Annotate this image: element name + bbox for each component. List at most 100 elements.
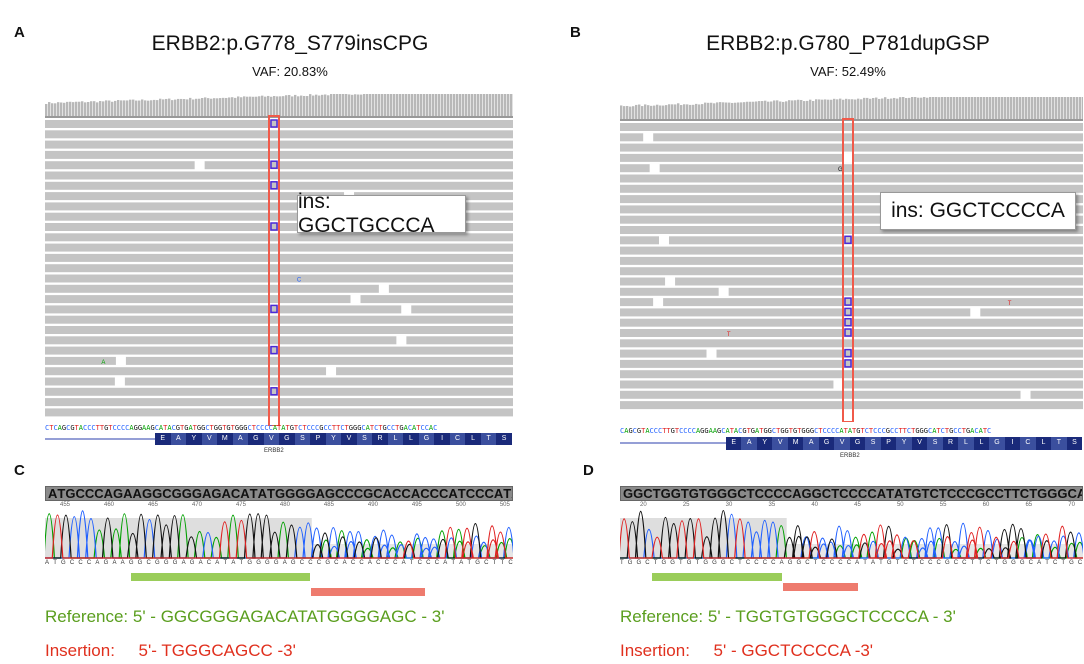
- read-row: [620, 348, 1083, 358]
- amino-acid: A: [170, 433, 187, 445]
- reference-base: G: [717, 486, 728, 501]
- trace-G: [45, 513, 513, 559]
- coverage-bar: [638, 104, 641, 119]
- coverage-bar: [111, 101, 114, 116]
- amino-acid: E: [160, 435, 166, 442]
- coverage-bar: [749, 101, 752, 119]
- base: A: [839, 427, 844, 435]
- gene-label-a: ERBB2: [264, 448, 284, 454]
- coverage-bar: [354, 94, 357, 116]
- coverage-bar: [983, 97, 986, 119]
- called-base: G: [103, 560, 109, 566]
- coverage-bar: [126, 100, 129, 116]
- base: C: [298, 424, 303, 432]
- coverage-bar: [986, 97, 989, 119]
- coverage-bar: [477, 94, 480, 116]
- reference-sequence-b: CAGCGTACCCTTGTCCCCAGGAAGCATACGTGATGGCTGG…: [620, 427, 1083, 435]
- amino-acid: S: [927, 437, 943, 450]
- base: G: [348, 424, 353, 432]
- base: T: [369, 424, 375, 432]
- reference-base: G: [191, 486, 202, 501]
- base: C: [830, 427, 836, 435]
- coverage-bar: [869, 98, 872, 119]
- coverage-bar: [345, 94, 348, 116]
- coverage-bar: [489, 94, 492, 116]
- base: T: [898, 427, 903, 435]
- read: [620, 195, 1083, 204]
- base: T: [776, 427, 781, 435]
- reference-base: C: [420, 486, 430, 501]
- called-base: C: [745, 560, 751, 566]
- position-tick: 60: [982, 502, 990, 508]
- reference-base: C: [773, 486, 783, 501]
- called-base: A: [282, 560, 287, 566]
- called-base: T: [653, 560, 658, 566]
- read-row: [45, 367, 513, 376]
- read-row: [45, 160, 513, 170]
- coverage-bar: [324, 94, 327, 116]
- amino-acid: V: [346, 435, 352, 442]
- called-base: C: [771, 560, 776, 566]
- called-base: T: [863, 560, 867, 566]
- read: [620, 226, 1083, 234]
- amino-acid: T: [1051, 437, 1067, 450]
- coverage-track: [620, 97, 1083, 119]
- coverage-bar: [731, 102, 734, 119]
- coverage-bar: [1016, 97, 1019, 119]
- coverage-bar: [722, 102, 725, 119]
- coverage-bar: [393, 94, 396, 116]
- position-tick: 55: [939, 502, 947, 508]
- coverage-bar: [330, 94, 333, 116]
- read: [45, 336, 397, 345]
- read: [620, 308, 971, 317]
- coverage-bar: [402, 94, 405, 116]
- coverage-bar: [438, 94, 441, 116]
- called-base: G: [163, 560, 169, 566]
- base: A: [129, 424, 134, 432]
- base: G: [919, 427, 924, 435]
- coverage-bar: [435, 94, 438, 116]
- coverage-bar: [1001, 97, 1004, 119]
- reference-base: T: [680, 486, 689, 501]
- coverage-bar: [1040, 97, 1043, 119]
- read: [125, 356, 513, 365]
- coverage-bar: [213, 98, 216, 116]
- position-ticks-c: 455 460 465 470 475 480 485 490 495 500 505: [60, 502, 510, 508]
- read: [620, 349, 707, 358]
- called-base: T: [467, 560, 472, 566]
- read-row: [45, 377, 513, 386]
- coverage-bar: [929, 97, 932, 119]
- reference-base: T: [249, 486, 258, 501]
- read: [620, 215, 1083, 224]
- coverage-bar: [1022, 97, 1025, 119]
- coverage-bar: [992, 97, 995, 119]
- coverage-bar: [764, 100, 767, 119]
- coverage-bar: [1037, 97, 1040, 119]
- base: A: [158, 424, 164, 432]
- position-tick: 35: [768, 502, 776, 508]
- insertion-marker: [270, 387, 278, 396]
- coverage-bar: [507, 94, 510, 116]
- called-base: C: [393, 560, 398, 566]
- base: T: [662, 427, 667, 435]
- reference-base: A: [201, 486, 212, 501]
- coverage-bar: [432, 94, 435, 116]
- called-base: G: [273, 560, 279, 566]
- coverage-bar: [1019, 97, 1022, 119]
- igv-alignment-view-a: CA: [45, 94, 513, 426]
- coverage-bar: [495, 94, 498, 116]
- reference-base: C: [821, 486, 832, 501]
- reference-base: T: [903, 486, 912, 501]
- read: [620, 236, 659, 245]
- base: C: [620, 427, 625, 435]
- base: C: [45, 424, 50, 432]
- base: G: [150, 424, 155, 432]
- amino-acid: T: [480, 433, 497, 445]
- base: C: [374, 424, 379, 432]
- reference-base: C: [162, 486, 172, 501]
- read: [620, 277, 666, 286]
- read: [620, 153, 844, 162]
- called-base: C: [86, 560, 92, 566]
- called-base: G: [796, 560, 802, 566]
